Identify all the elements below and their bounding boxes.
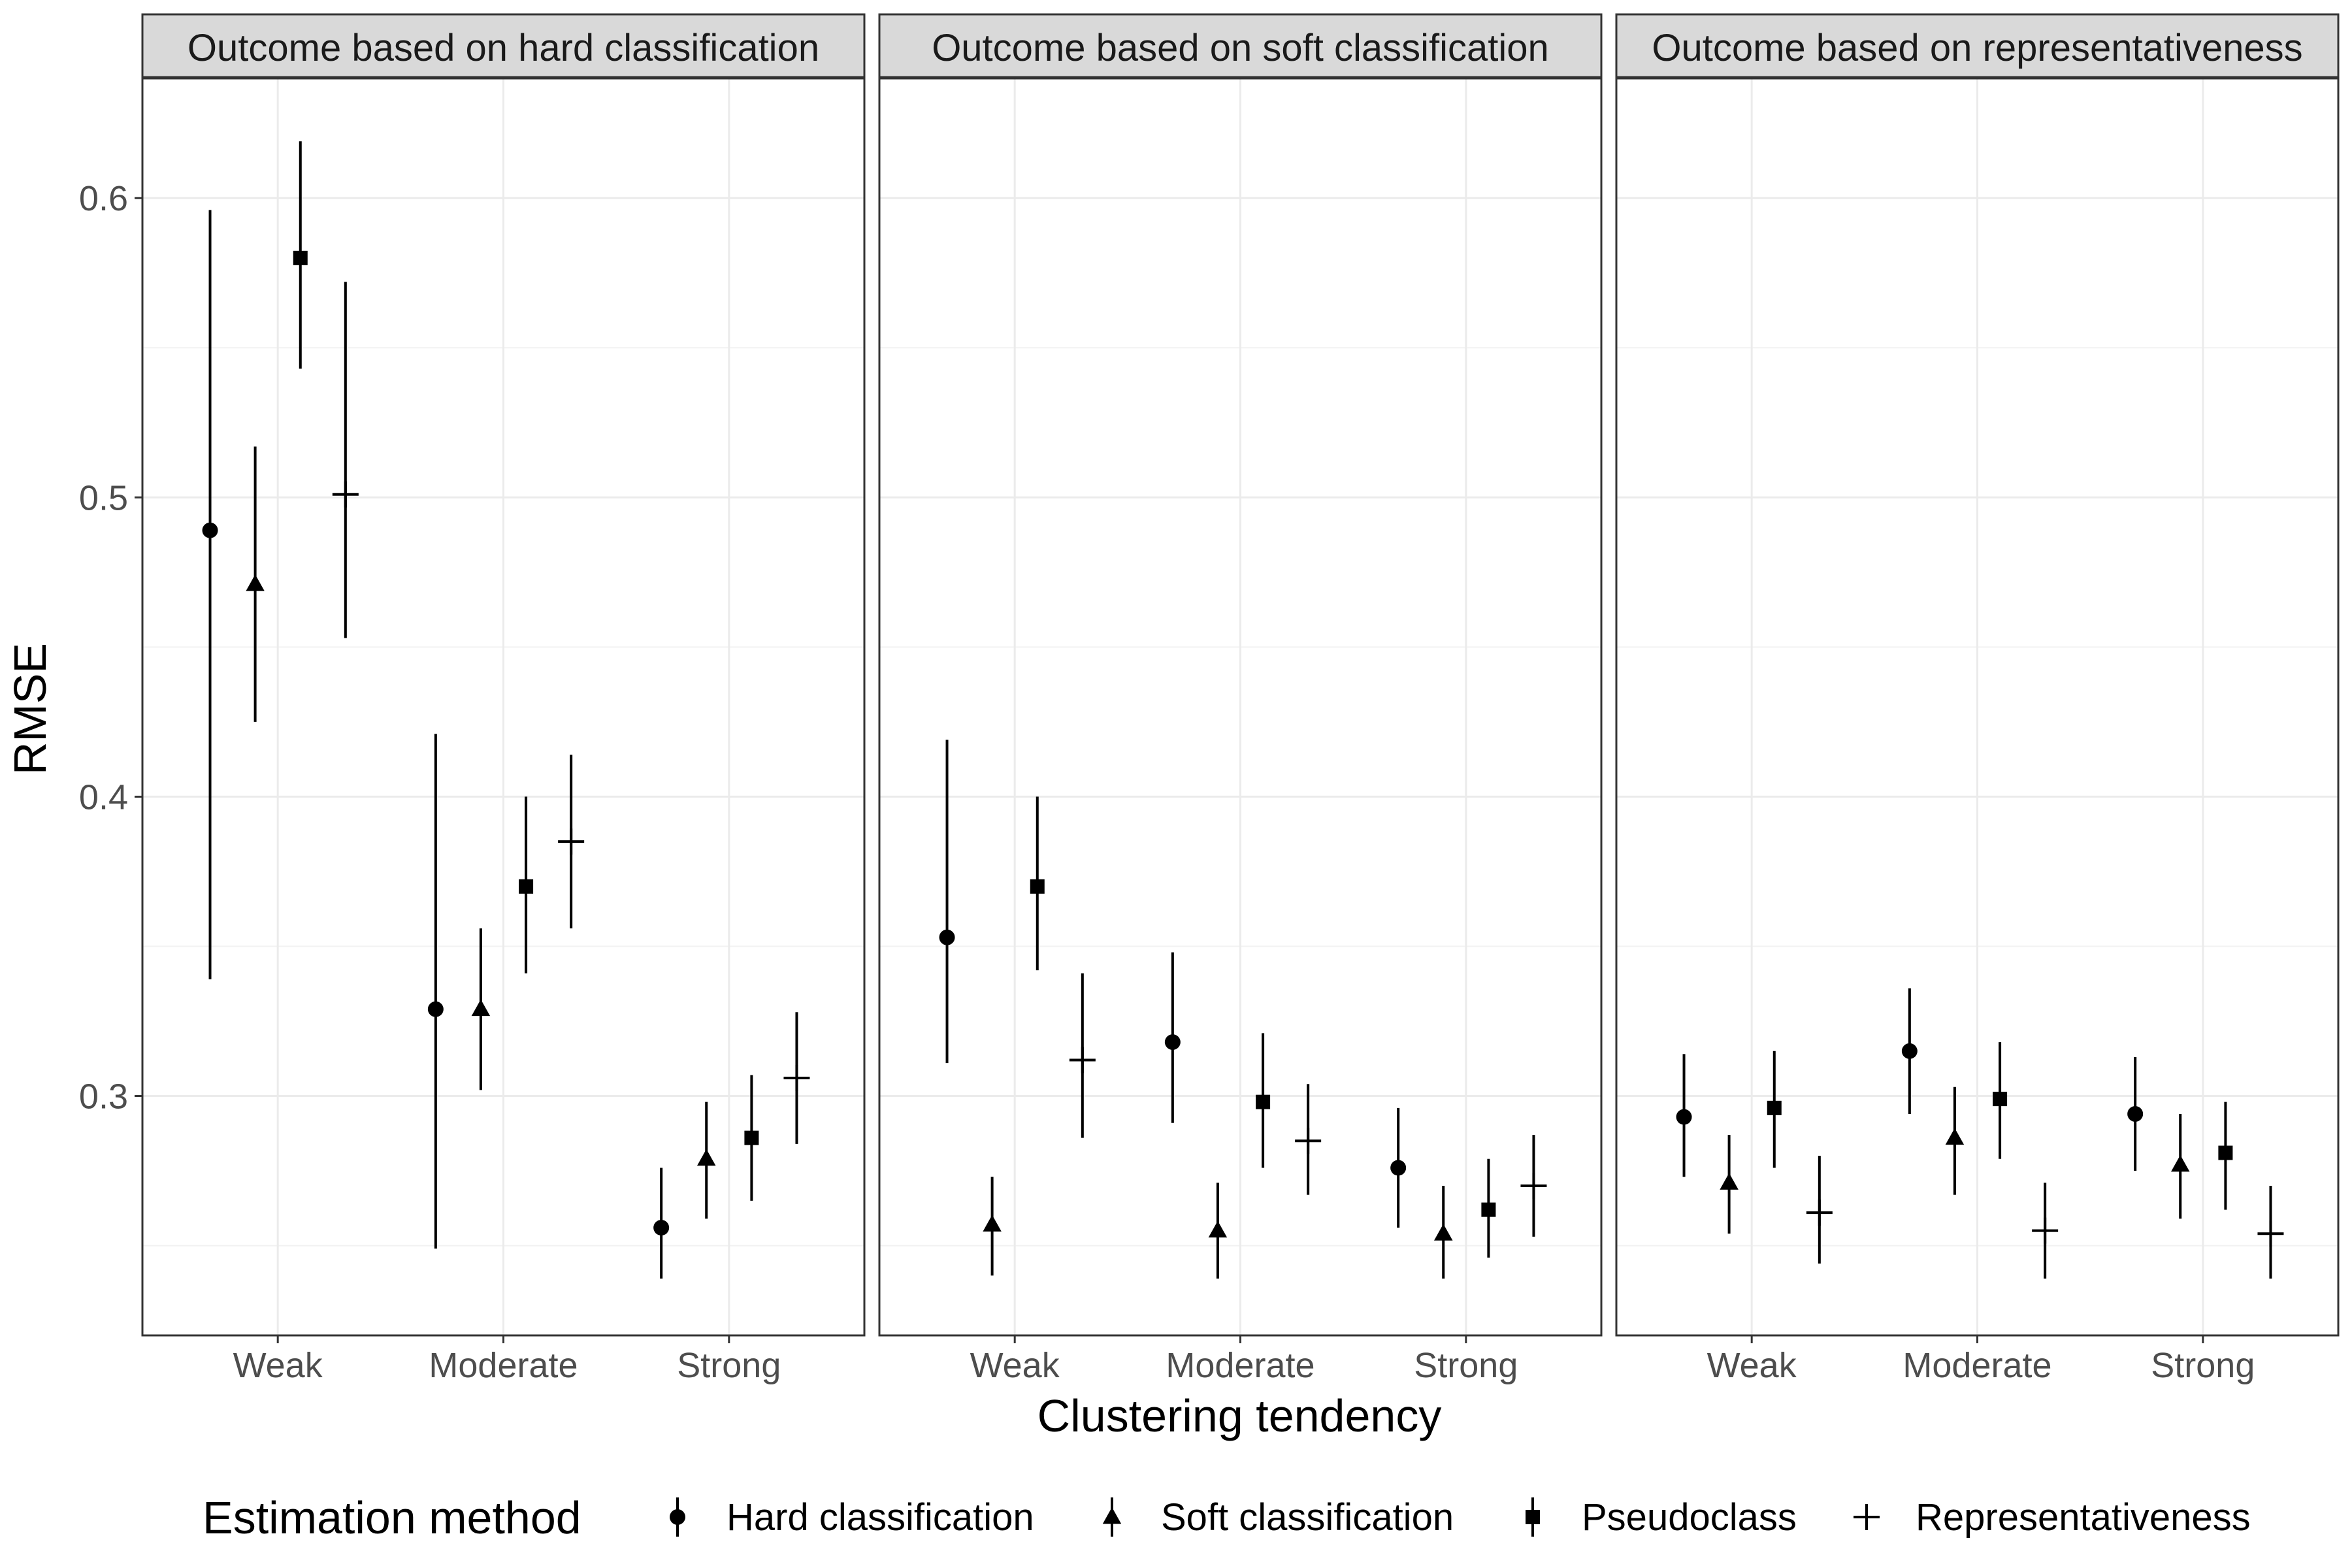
legend-item: Hard classification <box>670 1496 1034 1539</box>
legend-item: Representativeness <box>1854 1496 2251 1539</box>
data-point <box>1993 1092 2008 1107</box>
facet-strip-label: Outcome based on hard classification <box>188 27 819 69</box>
x-tick-label: Strong <box>677 1346 781 1385</box>
legend-label: Pseudoclass <box>1582 1496 1797 1539</box>
data-point <box>246 574 265 591</box>
facet-panel-2: Outcome based on soft classification Weak… <box>878 13 1603 1385</box>
data-point <box>293 250 308 265</box>
legend-key-marker <box>1102 1507 1122 1524</box>
data-point <box>1030 879 1045 894</box>
data-point <box>653 1220 670 1236</box>
data-point <box>1676 1109 1692 1125</box>
data-point <box>2218 1145 2233 1160</box>
data-point <box>1390 1160 1407 1176</box>
legend-label: Soft classification <box>1161 1496 1454 1539</box>
data-point <box>1520 1172 1547 1199</box>
data-point <box>1481 1202 1496 1217</box>
legend: Estimation method Hard classification Sof… <box>203 1492 2251 1543</box>
data-point <box>744 1130 759 1145</box>
data-point <box>332 481 359 508</box>
y-tick-label: 0.5 <box>79 478 128 517</box>
data-point <box>939 929 955 945</box>
data-point <box>1208 1220 1228 1238</box>
legend-key-marker <box>1526 1510 1540 1524</box>
y-tick-label: 0.6 <box>79 179 128 218</box>
facet-strip <box>141 13 866 78</box>
panels-layer: Outcome based on hard classification Weak… <box>79 13 2340 1385</box>
x-tick-label: Moderate <box>429 1346 578 1385</box>
facet-strip-label: Outcome based on representativeness <box>1652 27 2302 69</box>
legend-item: Soft classification <box>1102 1496 1454 1539</box>
data-point <box>1295 1128 1322 1154</box>
facet-panel-1: Outcome based on hard classification Weak… <box>141 13 866 1385</box>
legend-title: Estimation method <box>203 1492 581 1543</box>
data-point <box>1069 1047 1096 1073</box>
data-point <box>1720 1173 1739 1190</box>
legend-label: Representativeness <box>1916 1496 2251 1539</box>
legend-key-marker <box>670 1509 685 1525</box>
data-point <box>2170 1154 2190 1172</box>
x-tick-label: Moderate <box>1166 1346 1315 1385</box>
x-tick-label: Strong <box>2151 1346 2255 1385</box>
x-tick-label: Moderate <box>1903 1346 2051 1385</box>
data-point <box>1945 1128 1965 1145</box>
x-tick-label: Weak <box>1707 1346 1797 1385</box>
data-point <box>2032 1217 2059 1244</box>
legend-item: Pseudoclass <box>1526 1496 1797 1539</box>
x-tick-label: Weak <box>970 1346 1060 1385</box>
facet-panel-3: Outcome based on representativeness Weak M… <box>1615 13 2340 1385</box>
y-tick-label: 0.3 <box>79 1077 128 1117</box>
data-point <box>1901 1043 1918 1059</box>
data-point <box>558 828 585 855</box>
y-tick-label: 0.4 <box>79 777 128 817</box>
x-axis-title: Clustering tendency <box>1037 1390 1442 1441</box>
facet-strip-label: Outcome based on soft classification <box>932 27 1549 69</box>
data-point <box>1164 1034 1181 1051</box>
data-point <box>696 1149 716 1166</box>
data-point <box>2257 1220 2284 1247</box>
data-point <box>471 999 491 1017</box>
data-point <box>1256 1094 1271 1109</box>
data-point <box>983 1215 1002 1232</box>
x-tick-label: Strong <box>1414 1346 1518 1385</box>
data-point <box>1433 1224 1453 1241</box>
y-axis-title: RMSE <box>5 643 56 775</box>
legend-key-marker <box>1854 1504 1880 1530</box>
data-point <box>427 1001 444 1017</box>
facet-strip <box>878 13 1603 78</box>
data-point <box>1806 1200 1833 1226</box>
facet-strip <box>1615 13 2340 78</box>
data-point <box>1767 1100 1782 1115</box>
x-tick-label: Weak <box>233 1346 323 1385</box>
data-point <box>202 522 218 538</box>
data-point <box>519 879 534 894</box>
data-point <box>2127 1106 2144 1122</box>
legend-label: Hard classification <box>727 1496 1034 1539</box>
data-point <box>783 1065 810 1092</box>
